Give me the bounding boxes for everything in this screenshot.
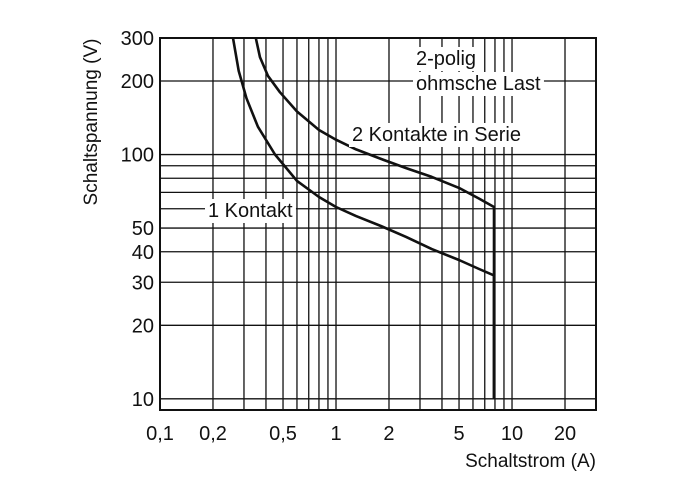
plot-frame — [159, 37, 597, 411]
annotation-2-polig: 2-polig — [416, 48, 476, 70]
x-tick-label: 1 — [330, 423, 341, 445]
x-tick-label: 20 — [554, 423, 576, 445]
x-tick-label: 0,2 — [199, 423, 227, 445]
y-tick-label: 40 — [132, 242, 154, 264]
series-label-2-kontakte-in-serie: 2 Kontakte in Serie — [352, 124, 521, 146]
label-background — [205, 199, 296, 223]
minor-gridlines — [212, 38, 566, 410]
label-background — [413, 47, 480, 71]
y-tick-label: 30 — [132, 272, 154, 294]
x-tick-label: 10 — [501, 423, 523, 445]
y-tick-label: 50 — [132, 218, 154, 240]
label-background — [413, 72, 544, 96]
y-tick-label: 10 — [132, 389, 154, 411]
x-tick-label: 2 — [383, 423, 394, 445]
x-tick-label: 5 — [453, 423, 464, 445]
x-tick-label: 0,1 — [146, 423, 174, 445]
annotation-ohmsche-last: ohmsche Last — [416, 73, 541, 95]
y-tick-label: 100 — [121, 145, 154, 167]
y-axis-label: Schaltspannung (V) — [81, 39, 102, 206]
series-line-1 — [231, 37, 496, 399]
series-label-1-kontakt: 1 Kontakt — [208, 200, 293, 222]
major-gridlines — [160, 80, 596, 400]
x-axis-label: Schaltstrom (A) — [465, 451, 596, 472]
label-background — [349, 123, 524, 147]
y-tick-label: 20 — [132, 315, 154, 337]
series-line-2 — [254, 37, 496, 399]
x-tick-label: 0,5 — [269, 423, 297, 445]
y-tick-label: 200 — [121, 71, 154, 93]
annotation-label-backgrounds — [205, 47, 544, 223]
y-tick-label: 300 — [121, 28, 154, 50]
series-curves — [231, 37, 496, 399]
